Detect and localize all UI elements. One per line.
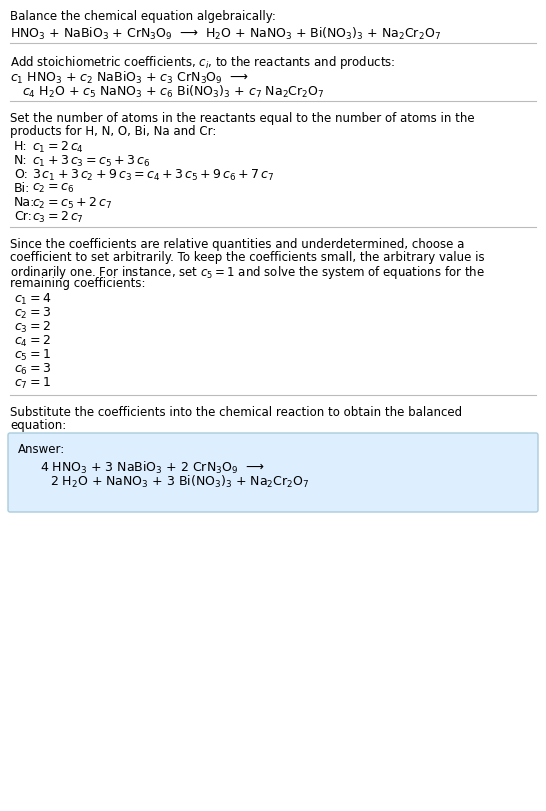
FancyBboxPatch shape xyxy=(8,433,538,513)
Text: Na:: Na: xyxy=(14,195,35,208)
Text: $c_1 = 4$: $c_1 = 4$ xyxy=(14,292,51,307)
Text: O:: O: xyxy=(14,168,28,181)
Text: Since the coefficients are relative quantities and underdetermined, choose a: Since the coefficients are relative quan… xyxy=(10,238,465,251)
Text: H:: H: xyxy=(14,139,28,152)
Text: $c_4 = 2$: $c_4 = 2$ xyxy=(14,333,51,349)
Text: $c_2 = c_5 + 2\,c_7$: $c_2 = c_5 + 2\,c_7$ xyxy=(32,195,112,211)
Text: Balance the chemical equation algebraically:: Balance the chemical equation algebraica… xyxy=(10,10,276,23)
Text: $c_4$ H$_2$O + $c_5$ NaNO$_3$ + $c_6$ Bi(NO$_3$)$_3$ + $c_7$ Na$_2$Cr$_2$O$_7$: $c_4$ H$_2$O + $c_5$ NaNO$_3$ + $c_6$ Bi… xyxy=(22,84,325,100)
Text: Bi:: Bi: xyxy=(14,182,31,195)
Text: $c_1$ HNO$_3$ + $c_2$ NaBiO$_3$ + $c_3$ CrN$_3$O$_9$  ⟶: $c_1$ HNO$_3$ + $c_2$ NaBiO$_3$ + $c_3$ … xyxy=(10,70,249,86)
Text: $c_1 = 2\,c_4$: $c_1 = 2\,c_4$ xyxy=(32,139,84,155)
Text: Answer:: Answer: xyxy=(18,443,66,456)
Text: $c_3 = 2\,c_7$: $c_3 = 2\,c_7$ xyxy=(32,210,84,225)
Text: 4 HNO$_3$ + 3 NaBiO$_3$ + 2 CrN$_3$O$_9$  ⟶: 4 HNO$_3$ + 3 NaBiO$_3$ + 2 CrN$_3$O$_9$… xyxy=(40,460,265,475)
Text: coefficient to set arbitrarily. To keep the coefficients small, the arbitrary va: coefficient to set arbitrarily. To keep … xyxy=(10,251,485,264)
Text: $c_1 + 3\,c_3 = c_5 + 3\,c_6$: $c_1 + 3\,c_3 = c_5 + 3\,c_6$ xyxy=(32,154,150,169)
Text: products for H, N, O, Bi, Na and Cr:: products for H, N, O, Bi, Na and Cr: xyxy=(10,125,216,138)
Text: Set the number of atoms in the reactants equal to the number of atoms in the: Set the number of atoms in the reactants… xyxy=(10,112,474,125)
Text: Substitute the coefficients into the chemical reaction to obtain the balanced: Substitute the coefficients into the che… xyxy=(10,406,462,418)
Text: Add stoichiometric coefficients, $c_i$, to the reactants and products:: Add stoichiometric coefficients, $c_i$, … xyxy=(10,54,395,71)
Text: HNO$_3$ + NaBiO$_3$ + CrN$_3$O$_9$  ⟶  H$_2$O + NaNO$_3$ + Bi(NO$_3$)$_3$ + Na$_: HNO$_3$ + NaBiO$_3$ + CrN$_3$O$_9$ ⟶ H$_… xyxy=(10,26,441,42)
Text: $3\,c_1 + 3\,c_2 + 9\,c_3 = c_4 + 3\,c_5 + 9\,c_6 + 7\,c_7$: $3\,c_1 + 3\,c_2 + 9\,c_3 = c_4 + 3\,c_5… xyxy=(32,168,275,182)
Text: $c_2 = 3$: $c_2 = 3$ xyxy=(14,306,51,320)
Text: Cr:: Cr: xyxy=(14,210,32,223)
Text: equation:: equation: xyxy=(10,418,66,431)
Text: $c_7 = 1$: $c_7 = 1$ xyxy=(14,375,51,391)
Text: remaining coefficients:: remaining coefficients: xyxy=(10,277,145,290)
Text: $c_5 = 1$: $c_5 = 1$ xyxy=(14,348,51,363)
Text: N:: N: xyxy=(14,154,28,167)
Text: $c_6 = 3$: $c_6 = 3$ xyxy=(14,362,51,376)
Text: $c_3 = 2$: $c_3 = 2$ xyxy=(14,320,51,335)
Text: ordinarily one. For instance, set $c_5 = 1$ and solve the system of equations fo: ordinarily one. For instance, set $c_5 =… xyxy=(10,264,485,281)
Text: 2 H$_2$O + NaNO$_3$ + 3 Bi(NO$_3$)$_3$ + Na$_2$Cr$_2$O$_7$: 2 H$_2$O + NaNO$_3$ + 3 Bi(NO$_3$)$_3$ +… xyxy=(50,474,310,490)
Text: $c_2 = c_6$: $c_2 = c_6$ xyxy=(32,182,74,195)
